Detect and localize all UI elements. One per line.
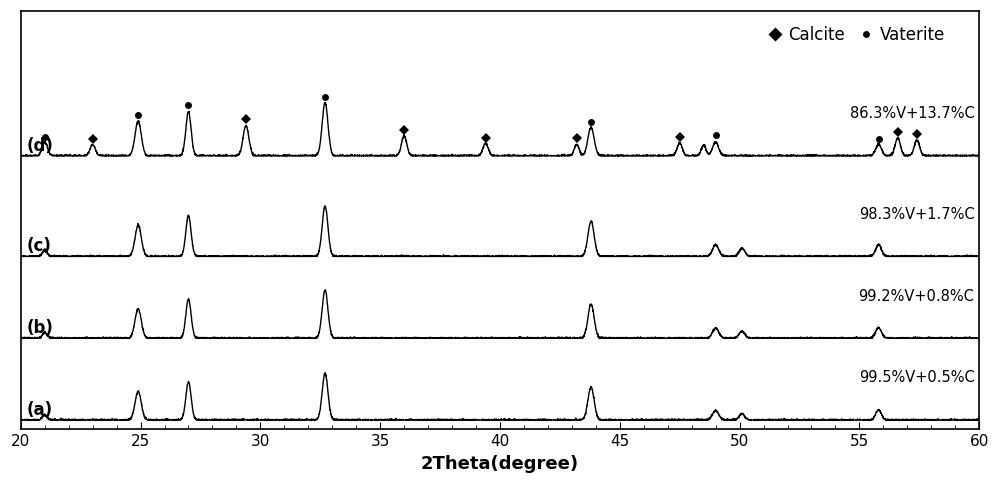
Text: (b): (b) xyxy=(27,319,54,337)
Text: (a): (a) xyxy=(27,401,53,419)
X-axis label: 2Theta(degree): 2Theta(degree) xyxy=(421,455,579,473)
Text: (c): (c) xyxy=(27,237,52,255)
Legend: Calcite, Vaterite: Calcite, Vaterite xyxy=(760,19,952,51)
Text: (d): (d) xyxy=(27,136,54,154)
Text: 99.2%V+0.8%C: 99.2%V+0.8%C xyxy=(859,288,974,303)
Text: 86.3%V+13.7%C: 86.3%V+13.7%C xyxy=(850,106,974,121)
Text: 98.3%V+1.7%C: 98.3%V+1.7%C xyxy=(859,207,974,222)
Text: 99.5%V+0.5%C: 99.5%V+0.5%C xyxy=(859,370,974,385)
